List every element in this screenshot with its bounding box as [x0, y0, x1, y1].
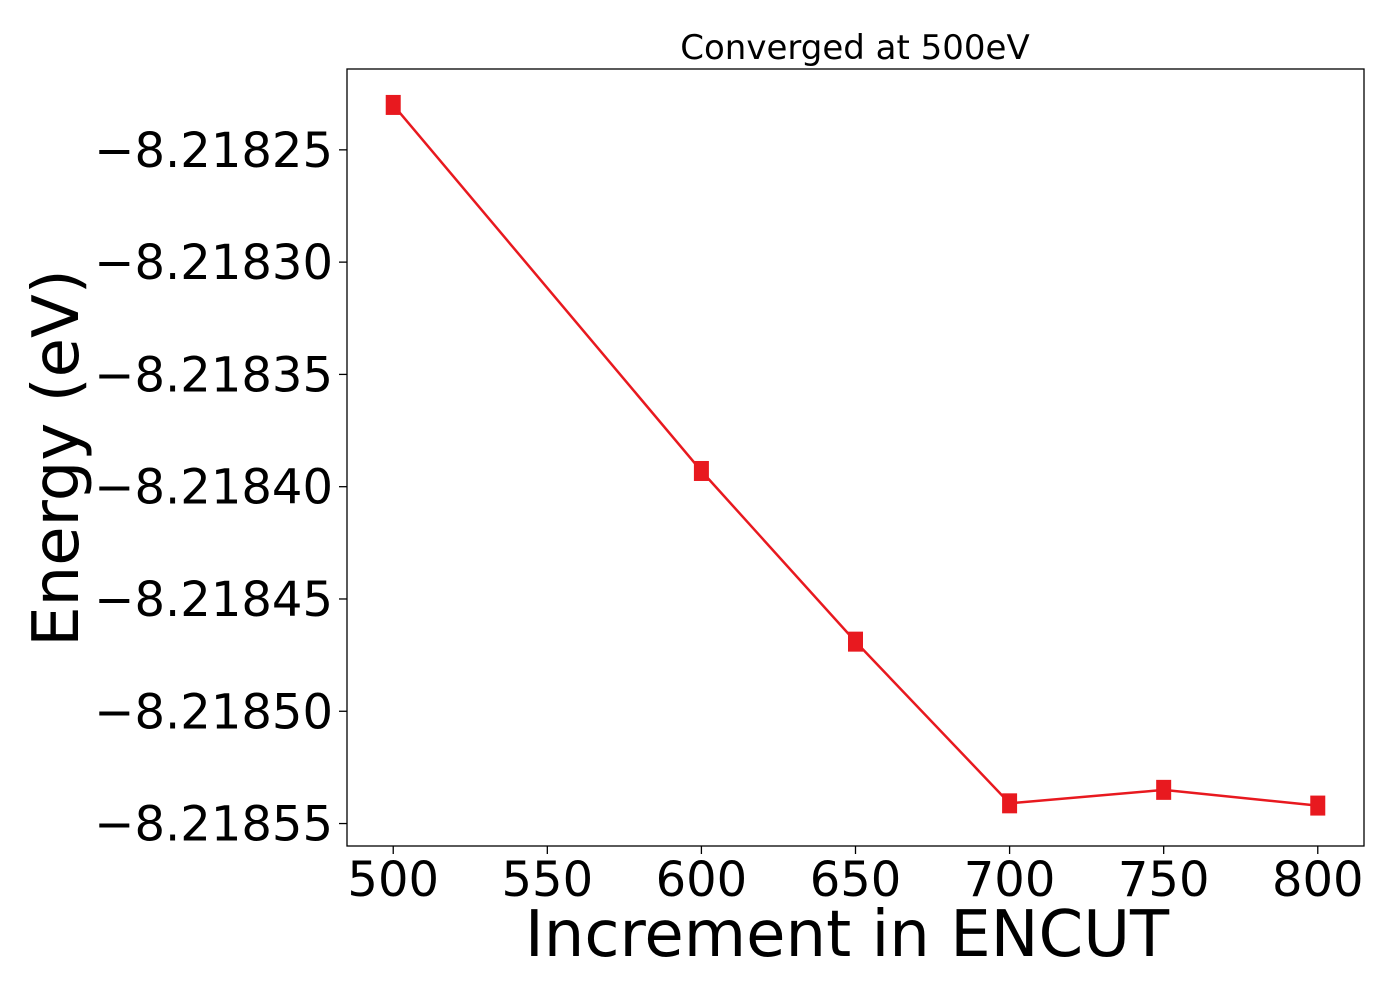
plot-area: 500 550 600 650 700 750 800 −8.21825 −8.21830 −8.…: [94, 68, 1365, 908]
x-tick-label: 750: [1118, 852, 1210, 908]
x-tick-label: 500: [347, 852, 439, 908]
x-tick-label: 800: [1272, 852, 1364, 908]
y-tick-label: −8.21850: [94, 684, 333, 740]
y-tick-label: −8.21825: [94, 123, 333, 179]
y-tick-label: −8.21840: [94, 460, 333, 516]
data-point: [1310, 795, 1326, 816]
x-axis-label: Increment in ENCUT: [525, 898, 1170, 972]
y-tick-label: −8.21835: [94, 347, 333, 403]
y-axis-label: Energy (eV): [20, 269, 94, 647]
data-point: [385, 94, 401, 115]
y-tick-label: −8.21845: [94, 572, 333, 628]
data-point: [693, 460, 709, 481]
series-line: [392, 104, 1318, 807]
chart-title: Converged at 500eV: [680, 28, 1029, 68]
x-tick-label: 600: [656, 852, 748, 908]
y-tick-label: −8.21830: [94, 235, 333, 291]
plot-frame: [346, 68, 1365, 847]
data-point: [848, 631, 863, 652]
data-point: [1156, 779, 1172, 800]
x-tick-label: 550: [502, 852, 594, 908]
y-tick-label: −8.21855: [94, 797, 333, 853]
x-tick-label: 650: [810, 852, 902, 908]
x-tick-label: 700: [964, 852, 1056, 908]
data-point: [1002, 793, 1018, 814]
